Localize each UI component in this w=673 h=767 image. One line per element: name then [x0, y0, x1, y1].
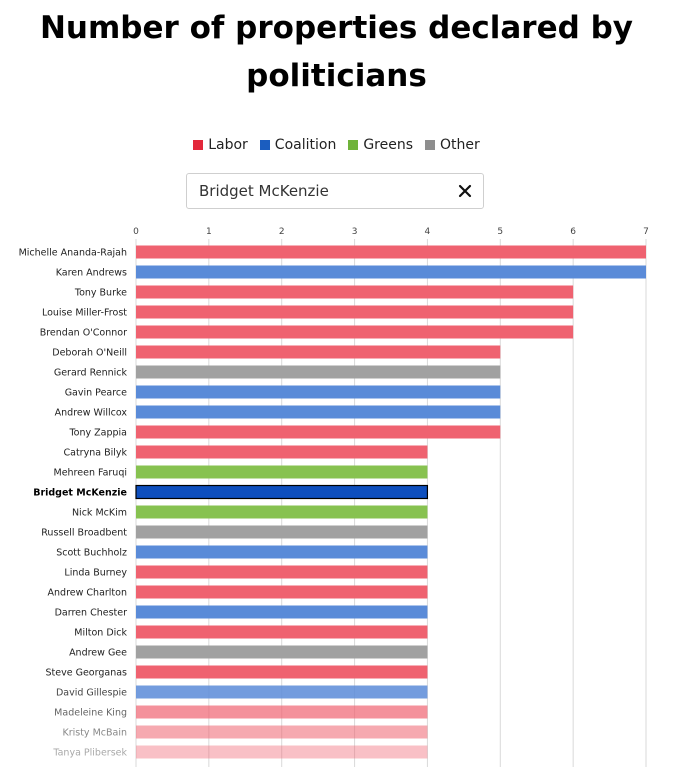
bar	[136, 685, 428, 699]
legend-item-greens: Greens	[348, 137, 413, 153]
bar-label: Bridget McKenzie	[33, 488, 127, 499]
bar	[136, 725, 428, 739]
bar	[136, 365, 501, 379]
chart-title: Number of properties declared by politic…	[0, 4, 673, 100]
legend: Labor Coalition Greens Other	[0, 137, 673, 153]
bar-label: Brendan O'Connor	[40, 328, 127, 339]
x-tick-label: 6	[570, 227, 576, 237]
search-box	[186, 173, 484, 209]
legend-label-labor: Labor	[208, 137, 248, 153]
bar-label: Steve Georganas	[46, 668, 128, 679]
bar	[136, 665, 428, 679]
bar-label: Gavin Pearce	[65, 388, 127, 399]
legend-label-coalition: Coalition	[274, 137, 337, 153]
bar-label: Deborah O'Neill	[52, 348, 127, 359]
legend-label-greens: Greens	[363, 137, 414, 153]
x-tick-label: 4	[425, 227, 431, 237]
bar-label: Karen Andrews	[56, 268, 127, 279]
bar	[136, 245, 646, 259]
bar-label: Catryna Bilyk	[64, 448, 128, 459]
bar	[136, 265, 646, 279]
legend-swatch-greens	[348, 140, 359, 150]
bar	[136, 305, 574, 319]
bar	[136, 545, 428, 559]
legend-item-other: Other	[425, 137, 480, 153]
bar	[136, 505, 428, 519]
bar-label: Andrew Willcox	[55, 408, 128, 419]
legend-item-labor: Labor	[193, 137, 248, 153]
bar	[136, 445, 428, 459]
x-tick-label: 2	[279, 227, 285, 237]
bar-label: Gerard Rennick	[54, 368, 128, 379]
legend-swatch-coalition	[259, 140, 270, 150]
bar-label: Scott Buchholz	[56, 548, 127, 559]
close-icon	[458, 184, 472, 198]
bar	[136, 565, 428, 579]
x-tick-label: 5	[497, 227, 503, 237]
x-tick-label: 7	[643, 227, 649, 237]
bar-label: Russell Broadbent	[41, 528, 127, 539]
bar	[136, 285, 574, 299]
bar-label: Mehreen Faruqi	[54, 468, 128, 479]
bar-label: Nick McKim	[72, 508, 127, 519]
bar	[136, 405, 501, 419]
x-tick-label: 3	[352, 227, 358, 237]
bar-label: Kristy McBain	[62, 728, 127, 739]
bar-label: Darren Chester	[55, 608, 127, 619]
bar-chart: 0 1 2 3 4 5 6 7 Michelle Ananda-Rajah Karen Andre…	[19, 227, 649, 767]
bar	[136, 525, 428, 539]
x-tick-label: 1	[206, 227, 212, 237]
bar	[136, 425, 501, 439]
bar-label: Madeleine King	[54, 708, 127, 719]
bar	[136, 345, 501, 359]
bar-highlighted	[135, 484, 429, 500]
bar-label: David Gillespie	[56, 688, 127, 699]
bar-label: Milton Dick	[74, 628, 127, 639]
bar	[136, 605, 428, 619]
bar-label: Louise Miller-Frost	[42, 308, 127, 319]
legend-label-other: Other	[440, 137, 480, 153]
bar-label: Andrew Charlton	[48, 588, 127, 599]
bar	[136, 465, 428, 479]
bar-label: Tanya Plibersek	[52, 748, 127, 759]
bar	[136, 325, 574, 339]
bar-label: Linda Burney	[64, 568, 127, 579]
bar-label: Michelle Ananda-Rajah	[19, 248, 127, 259]
bar-label: Tony Burke	[74, 288, 127, 299]
search-input[interactable]	[199, 174, 449, 208]
legend-swatch-other	[425, 140, 436, 150]
bar-label: Tony Zappia	[68, 428, 127, 439]
bar	[136, 705, 428, 719]
chart-title-line-1: Number of properties declared by	[39, 10, 633, 46]
legend-item-coalition: Coalition	[259, 137, 337, 153]
bar	[136, 585, 428, 599]
bar-label: Andrew Gee	[69, 648, 127, 659]
chart-title-line-2: politicians	[246, 58, 427, 94]
legend-swatch-labor	[193, 140, 204, 150]
x-tick-label: 0	[133, 227, 139, 237]
bar	[136, 745, 428, 759]
bar	[136, 385, 501, 399]
clear-search-button[interactable]	[455, 181, 475, 201]
bar	[136, 645, 428, 659]
bar	[136, 625, 428, 639]
